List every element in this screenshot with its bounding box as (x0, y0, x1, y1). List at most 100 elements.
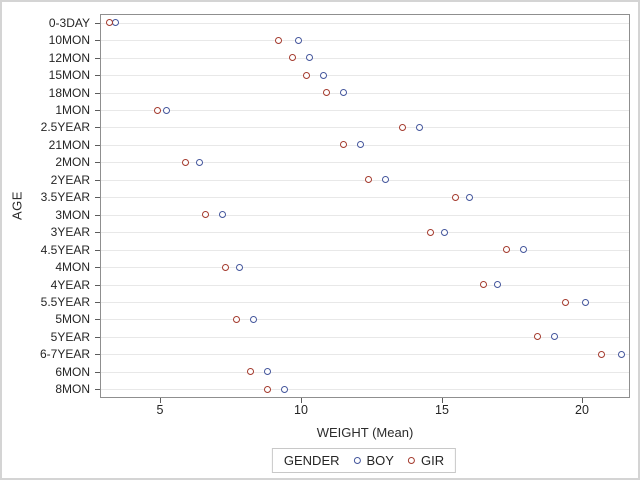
y-tick-label: 3MON (55, 208, 90, 222)
grid-line (101, 197, 629, 198)
y-tick (95, 162, 100, 163)
data-point-gir (232, 315, 240, 323)
y-tick-label: 5YEAR (50, 330, 90, 344)
data-point-gir (182, 158, 190, 166)
data-point-boy (356, 141, 364, 149)
data-point-boy (249, 315, 257, 323)
grid-line (101, 127, 629, 128)
grid-line (101, 75, 629, 76)
grid-line (101, 285, 629, 286)
y-tick (95, 232, 100, 233)
y-tick (95, 354, 100, 355)
data-point-boy (381, 176, 389, 184)
x-tick-label: 20 (575, 403, 589, 417)
y-tick-label: 5MON (55, 312, 90, 326)
y-tick-label: 6-7YEAR (39, 347, 90, 361)
data-point-gir (106, 19, 114, 27)
legend-item-boy: BOY (353, 453, 394, 468)
data-point-gir (322, 89, 330, 97)
grid-line (101, 215, 629, 216)
data-point-gir (275, 36, 283, 44)
y-tick (95, 110, 100, 111)
data-point-gir (398, 123, 406, 131)
y-tick-label: 1MON (55, 103, 90, 117)
y-tick-label: 3.5YEAR (40, 190, 90, 204)
data-point-gir (452, 193, 460, 201)
y-tick (95, 23, 100, 24)
data-point-gir (289, 54, 297, 62)
data-point-gir (480, 281, 488, 289)
legend-title: GENDER (283, 453, 340, 468)
data-point-gir (303, 71, 311, 79)
legend-item-gir: GIR (407, 453, 445, 468)
y-tick (95, 215, 100, 216)
data-point-gir (365, 176, 372, 184)
x-tick (582, 398, 583, 403)
grid-line (101, 372, 629, 373)
y-tick (95, 267, 100, 268)
y-tick (95, 319, 100, 320)
data-point-boy (320, 71, 328, 79)
data-point-gir (426, 228, 434, 236)
y-tick-label: 5.5YEAR (40, 295, 90, 309)
y-tick (95, 127, 100, 128)
y-tick-label: 18MON (48, 86, 90, 100)
grid-line (101, 58, 629, 59)
plot-area (100, 14, 630, 398)
data-point-boy (550, 333, 558, 341)
data-point-boy (196, 158, 204, 166)
data-point-boy (466, 193, 474, 201)
data-point-gir (339, 141, 347, 149)
grid-line (101, 267, 629, 268)
x-tick (301, 398, 302, 403)
data-point-gir (263, 385, 271, 393)
data-point-gir (502, 246, 510, 254)
data-point-boy (339, 89, 347, 97)
data-point-boy (263, 368, 271, 376)
gir-marker-icon (407, 457, 415, 464)
y-tick-label: 21MON (48, 138, 90, 152)
grid-line (101, 232, 629, 233)
data-point-gir (221, 263, 229, 271)
y-tick (95, 75, 100, 76)
y-tick (95, 197, 100, 198)
grid-line (101, 93, 629, 94)
y-tick (95, 145, 100, 146)
data-point-gir (561, 298, 569, 306)
grid-line (101, 354, 629, 355)
data-point-boy (162, 106, 170, 114)
y-tick (95, 250, 100, 251)
y-tick (95, 40, 100, 41)
data-point-gir (154, 106, 162, 114)
data-point-boy (294, 36, 302, 44)
x-tick-label: 15 (435, 403, 449, 417)
y-tick-label: 4MON (55, 260, 90, 274)
grid-line (101, 110, 629, 111)
legend-item-gir-label: GIR (420, 453, 445, 468)
data-point-boy (235, 263, 243, 271)
y-tick-label: 10MON (48, 33, 90, 47)
data-point-boy (218, 211, 226, 219)
y-tick-label: 8MON (55, 382, 90, 396)
y-tick (95, 372, 100, 373)
grid-line (101, 337, 629, 338)
grid-line (101, 145, 629, 146)
data-point-boy (519, 246, 527, 254)
grid-line (101, 23, 629, 24)
legend: GENDER BOY GIR (271, 448, 457, 473)
boy-marker-icon (353, 457, 361, 464)
y-tick-label: 12MON (48, 51, 90, 65)
grid-line (101, 162, 629, 163)
y-tick (95, 302, 100, 303)
y-tick-label: 6MON (55, 365, 90, 379)
y-tick-label: 3YEAR (50, 225, 90, 239)
data-point-boy (280, 385, 288, 393)
y-tick-label: 2.5YEAR (40, 120, 90, 134)
data-point-gir (533, 333, 541, 341)
y-tick (95, 285, 100, 286)
grid-line (101, 319, 629, 320)
x-tick-label: 10 (294, 403, 308, 417)
y-tick-label: 4.5YEAR (40, 243, 90, 257)
grid-line (101, 250, 629, 251)
y-tick (95, 58, 100, 59)
